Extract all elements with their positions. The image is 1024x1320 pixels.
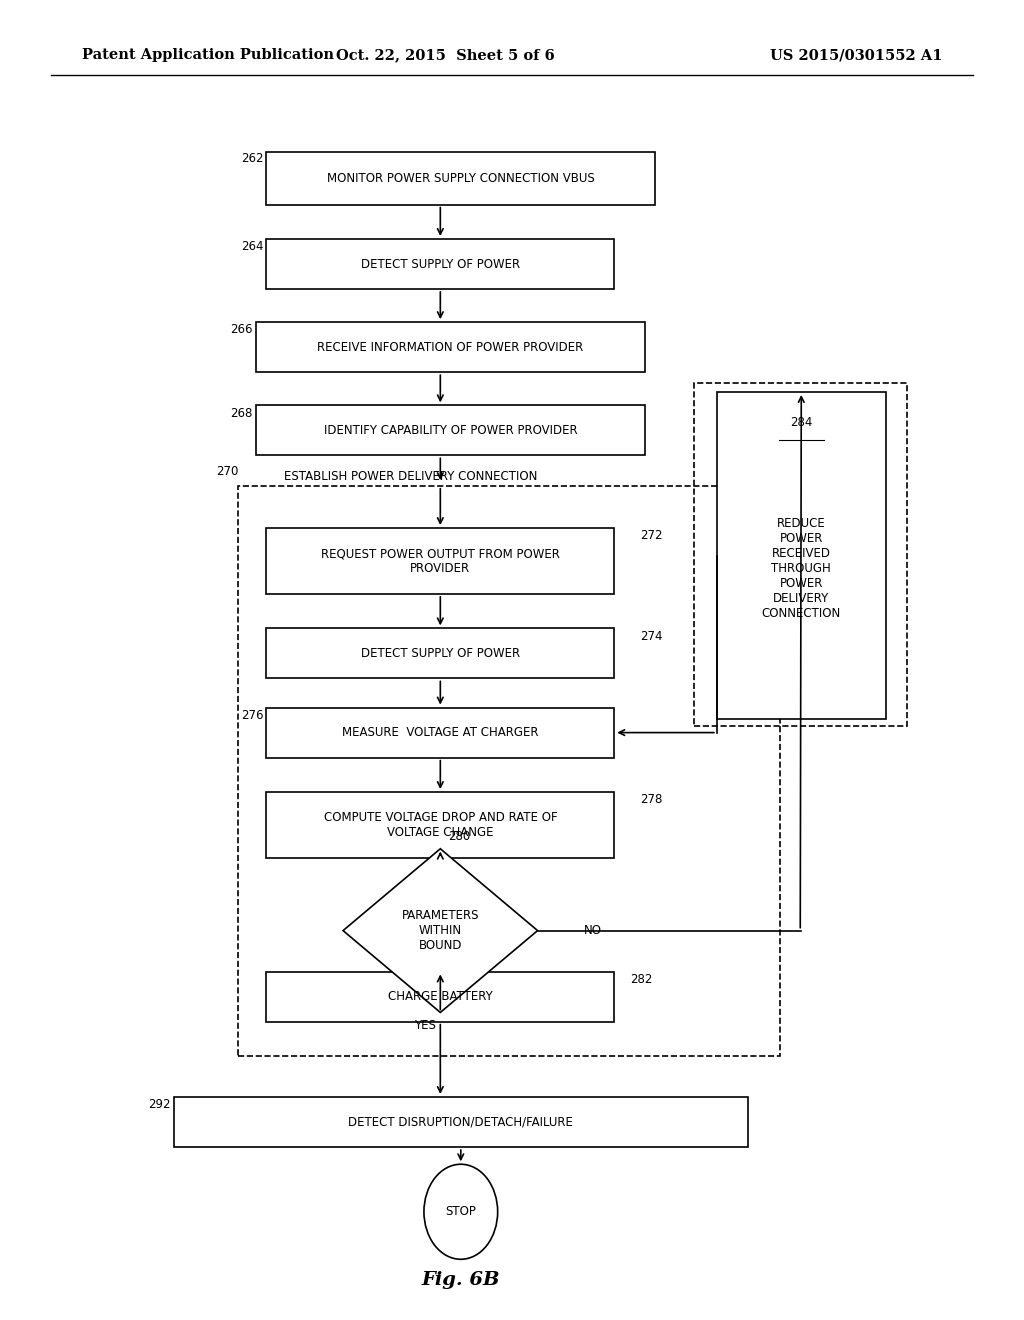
Text: DETECT DISRUPTION/DETACH/FAILURE: DETECT DISRUPTION/DETACH/FAILURE bbox=[348, 1115, 573, 1129]
Bar bbox=[266, 708, 614, 758]
Text: IDENTIFY CAPABILITY OF POWER PROVIDER: IDENTIFY CAPABILITY OF POWER PROVIDER bbox=[324, 424, 578, 437]
Text: RECEIVE INFORMATION OF POWER PROVIDER: RECEIVE INFORMATION OF POWER PROVIDER bbox=[317, 341, 584, 354]
Text: 270: 270 bbox=[216, 465, 239, 478]
Text: YES: YES bbox=[414, 1019, 436, 1032]
Text: MEASURE  VOLTAGE AT CHARGER: MEASURE VOLTAGE AT CHARGER bbox=[342, 726, 539, 739]
Text: 284: 284 bbox=[791, 416, 812, 429]
Text: STOP: STOP bbox=[445, 1205, 476, 1218]
Bar bbox=[266, 972, 614, 1022]
Text: COMPUTE VOLTAGE DROP AND RATE OF
VOLTAGE CHANGE: COMPUTE VOLTAGE DROP AND RATE OF VOLTAGE… bbox=[324, 810, 557, 840]
Bar bbox=[266, 628, 614, 678]
Text: 280: 280 bbox=[449, 830, 471, 843]
Text: DETECT SUPPLY OF POWER: DETECT SUPPLY OF POWER bbox=[360, 647, 520, 660]
Text: DETECT SUPPLY OF POWER: DETECT SUPPLY OF POWER bbox=[360, 257, 520, 271]
Text: CHARGE BATTERY: CHARGE BATTERY bbox=[388, 990, 493, 1003]
Text: 264: 264 bbox=[241, 240, 263, 253]
Text: REQUEST POWER OUTPUT FROM POWER
PROVIDER: REQUEST POWER OUTPUT FROM POWER PROVIDER bbox=[321, 546, 560, 576]
Bar bbox=[174, 1097, 748, 1147]
Bar bbox=[266, 152, 655, 205]
Bar bbox=[266, 792, 614, 858]
Text: 274: 274 bbox=[640, 630, 663, 643]
Text: ESTABLISH POWER DELIVERY CONNECTION: ESTABLISH POWER DELIVERY CONNECTION bbox=[284, 470, 537, 483]
Text: REDUCE
POWER
RECEIVED
THROUGH
POWER
DELIVERY
CONNECTION: REDUCE POWER RECEIVED THROUGH POWER DELI… bbox=[762, 517, 841, 620]
Bar bbox=[717, 392, 886, 719]
Text: 282: 282 bbox=[630, 973, 652, 986]
Bar bbox=[256, 405, 645, 455]
Text: 272: 272 bbox=[640, 529, 663, 543]
Text: NO: NO bbox=[584, 924, 602, 937]
Text: 292: 292 bbox=[148, 1098, 171, 1111]
Polygon shape bbox=[343, 849, 538, 1012]
Text: 276: 276 bbox=[241, 709, 263, 722]
Text: 278: 278 bbox=[640, 793, 663, 807]
Text: PARAMETERS
WITHIN
BOUND: PARAMETERS WITHIN BOUND bbox=[401, 909, 479, 952]
Text: Oct. 22, 2015  Sheet 5 of 6: Oct. 22, 2015 Sheet 5 of 6 bbox=[336, 49, 555, 62]
Text: 266: 266 bbox=[230, 323, 253, 337]
Text: Patent Application Publication: Patent Application Publication bbox=[82, 49, 334, 62]
Bar bbox=[266, 528, 614, 594]
Bar bbox=[266, 239, 614, 289]
Text: MONITOR POWER SUPPLY CONNECTION VBUS: MONITOR POWER SUPPLY CONNECTION VBUS bbox=[327, 172, 595, 185]
Bar bbox=[256, 322, 645, 372]
Bar bbox=[694, 383, 907, 726]
Bar bbox=[238, 486, 780, 1056]
Circle shape bbox=[424, 1164, 498, 1259]
Text: 262: 262 bbox=[241, 152, 263, 165]
Text: 268: 268 bbox=[230, 407, 253, 420]
Text: Fig. 6B: Fig. 6B bbox=[422, 1271, 500, 1290]
Text: US 2015/0301552 A1: US 2015/0301552 A1 bbox=[770, 49, 942, 62]
